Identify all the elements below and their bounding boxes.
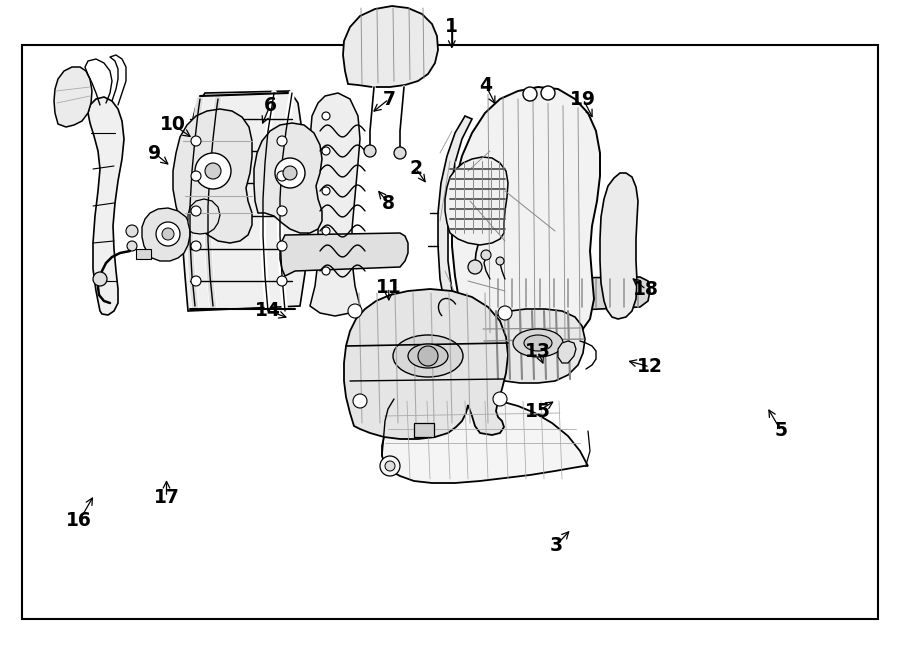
Polygon shape	[54, 67, 92, 127]
Circle shape	[380, 456, 400, 476]
Polygon shape	[482, 309, 585, 383]
Polygon shape	[343, 6, 438, 87]
Circle shape	[481, 250, 491, 260]
FancyBboxPatch shape	[414, 423, 434, 437]
Circle shape	[93, 272, 107, 286]
Polygon shape	[382, 399, 588, 483]
Polygon shape	[438, 116, 472, 343]
Polygon shape	[88, 97, 124, 315]
Circle shape	[322, 267, 330, 275]
Circle shape	[364, 145, 376, 157]
Text: 10: 10	[160, 115, 185, 134]
Text: 8: 8	[382, 194, 395, 213]
Circle shape	[277, 241, 287, 251]
Text: 1: 1	[446, 17, 458, 36]
Polygon shape	[254, 123, 322, 233]
Circle shape	[277, 136, 287, 146]
Circle shape	[523, 87, 537, 101]
Text: 3: 3	[550, 536, 562, 555]
Polygon shape	[600, 173, 638, 319]
Circle shape	[496, 257, 504, 265]
Circle shape	[127, 241, 137, 251]
Circle shape	[277, 206, 287, 216]
Circle shape	[156, 222, 180, 246]
Circle shape	[322, 112, 330, 120]
Polygon shape	[188, 199, 220, 234]
Text: 5: 5	[775, 422, 788, 440]
Circle shape	[394, 147, 406, 159]
Text: 7: 7	[382, 90, 395, 108]
Text: 15: 15	[526, 402, 551, 420]
Text: 19: 19	[571, 90, 596, 108]
Circle shape	[385, 461, 395, 471]
Circle shape	[162, 228, 174, 240]
Polygon shape	[445, 157, 508, 245]
Polygon shape	[173, 109, 252, 243]
Ellipse shape	[408, 344, 448, 368]
Circle shape	[191, 276, 201, 286]
Text: 13: 13	[526, 342, 551, 361]
Polygon shape	[182, 91, 308, 311]
Text: 12: 12	[637, 358, 662, 376]
Text: 16: 16	[67, 512, 92, 530]
Text: 18: 18	[634, 280, 659, 299]
Circle shape	[195, 153, 231, 189]
Circle shape	[275, 158, 305, 188]
Circle shape	[353, 394, 367, 408]
Text: 11: 11	[376, 278, 401, 297]
Circle shape	[493, 392, 507, 406]
Text: 17: 17	[154, 488, 179, 506]
Polygon shape	[484, 277, 650, 311]
Text: 6: 6	[264, 97, 276, 115]
Circle shape	[283, 166, 297, 180]
Ellipse shape	[393, 335, 463, 377]
Ellipse shape	[513, 329, 563, 357]
Circle shape	[348, 304, 362, 318]
Circle shape	[498, 306, 512, 320]
Circle shape	[322, 147, 330, 155]
Circle shape	[322, 227, 330, 235]
Text: 9: 9	[148, 144, 161, 163]
Polygon shape	[558, 341, 576, 363]
Circle shape	[468, 260, 482, 274]
Circle shape	[126, 225, 138, 237]
FancyBboxPatch shape	[136, 249, 151, 259]
Circle shape	[541, 86, 555, 100]
Text: 14: 14	[256, 301, 281, 320]
Ellipse shape	[524, 335, 552, 351]
Circle shape	[418, 346, 438, 366]
Circle shape	[322, 187, 330, 195]
Polygon shape	[310, 93, 360, 316]
Circle shape	[277, 276, 287, 286]
Polygon shape	[452, 87, 600, 345]
FancyBboxPatch shape	[22, 45, 878, 619]
Polygon shape	[142, 208, 190, 261]
Circle shape	[191, 171, 201, 181]
Text: 4: 4	[480, 77, 492, 95]
Circle shape	[191, 241, 201, 251]
Polygon shape	[344, 289, 508, 439]
Circle shape	[191, 136, 201, 146]
Circle shape	[277, 171, 287, 181]
Polygon shape	[280, 233, 408, 276]
Circle shape	[205, 163, 221, 179]
Circle shape	[191, 206, 201, 216]
Text: 2: 2	[410, 159, 422, 178]
